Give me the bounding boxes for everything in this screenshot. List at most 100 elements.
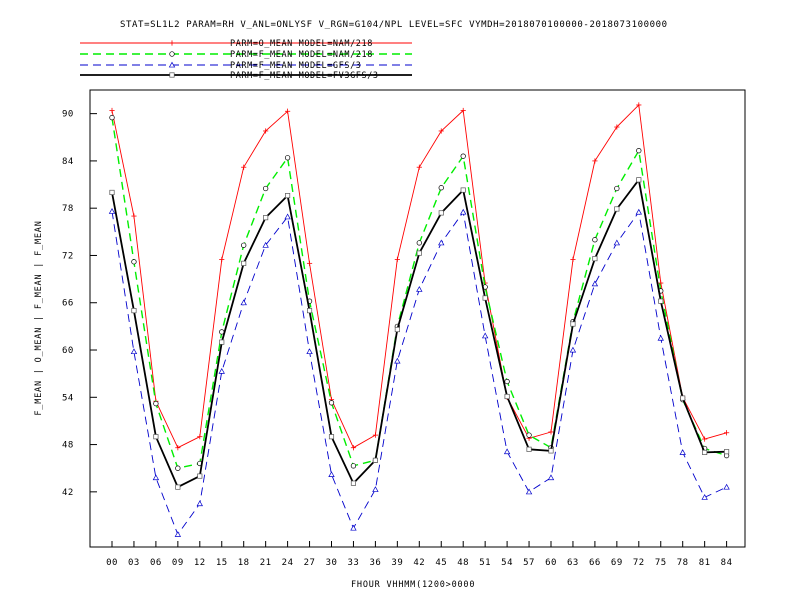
legend-marker	[169, 51, 175, 57]
x-tick-label: 12	[194, 558, 206, 568]
data-point-square	[263, 215, 269, 221]
x-tick-label: 42	[413, 558, 425, 568]
y-tick-label: 90	[62, 110, 74, 120]
data-point-triangle	[525, 488, 533, 495]
data-point-triangle	[130, 348, 138, 355]
x-tick-label: 00	[106, 558, 118, 568]
data-point-triangle	[328, 471, 335, 477]
data-point-square	[219, 339, 225, 345]
data-point-triangle	[350, 524, 357, 531]
data-point-plus	[175, 445, 181, 451]
data-point-square	[636, 177, 642, 183]
x-tick-label: 45	[435, 558, 447, 568]
data-point-square	[285, 193, 291, 199]
data-point-plus	[197, 434, 203, 440]
data-point-triangle	[196, 500, 203, 507]
data-point-triangle	[679, 449, 686, 455]
data-point-triangle	[306, 348, 313, 355]
y-tick-label: 54	[62, 393, 74, 403]
data-point-triangle	[152, 474, 160, 481]
legend-marker	[169, 72, 175, 78]
data-point-triangle	[701, 494, 708, 500]
x-tick-label: 75	[655, 558, 667, 568]
x-tick-label: 24	[282, 558, 294, 568]
data-point-square	[592, 256, 598, 262]
data-point-square	[175, 484, 181, 490]
data-point-plus	[636, 102, 642, 108]
data-point-plus	[658, 280, 664, 286]
data-point-square	[614, 206, 620, 212]
x-tick-label: 84	[721, 558, 733, 568]
data-point-circle	[109, 114, 115, 121]
data-point-triangle	[372, 486, 379, 492]
data-point-square	[570, 321, 576, 327]
data-point-plus	[169, 40, 175, 46]
x-tick-label: 27	[304, 558, 316, 568]
x-tick-label: 69	[611, 558, 623, 568]
data-point-triangle	[613, 239, 621, 246]
x-tick-label: 03	[128, 558, 140, 568]
data-point-circle	[350, 463, 357, 469]
data-point-circle	[263, 185, 269, 192]
x-tick-label: 51	[479, 558, 491, 568]
y-tick-label: 60	[62, 346, 74, 356]
data-point-triangle	[547, 474, 555, 481]
legend-entry: PARM=F_MEAN MODEL=GFS/3	[80, 61, 412, 71]
data-point-triangle	[569, 346, 577, 353]
series-layer	[108, 102, 730, 537]
data-point-triangle	[262, 241, 269, 248]
y-axis: 42 48 54 60 66 72 78 84 90	[62, 110, 97, 498]
data-point-square	[169, 72, 175, 78]
data-point-circle	[416, 240, 422, 246]
data-point-circle	[636, 148, 642, 154]
x-tick-label: 21	[260, 558, 272, 568]
data-point-circle	[526, 432, 532, 438]
data-point-triangle	[503, 448, 511, 455]
data-point-square	[658, 298, 664, 304]
x-axis: 00 03 06 09 12 15 18 21 24 27 30 33 36 39 42 45 48 51 54 57…	[106, 541, 732, 568]
data-point-square	[241, 260, 247, 266]
data-point-triangle	[460, 208, 467, 215]
data-point-plus	[109, 107, 115, 114]
data-point-triangle	[481, 332, 489, 339]
data-point-plus	[241, 164, 247, 170]
data-point-plus	[724, 430, 730, 436]
data-point-circle	[438, 185, 444, 191]
legend-entry: PARM=O_MEAN MODEL=NAM/218	[80, 39, 412, 49]
x-tick-label: 78	[677, 558, 689, 568]
legend-entry: PARM=F_MEAN MODEL=FV3GFS/3	[80, 71, 412, 81]
data-point-plus	[219, 256, 225, 263]
data-point-circle	[504, 378, 510, 385]
data-point-square	[109, 189, 115, 195]
series-line	[111, 104, 727, 449]
data-point-square	[131, 308, 137, 314]
data-point-plus	[592, 158, 598, 164]
legend-entry: PARM=F_MEAN MODEL=NAM/218	[80, 50, 412, 60]
data-point-triangle	[394, 357, 401, 364]
data-point-triangle	[108, 208, 116, 214]
data-point-plus	[394, 256, 400, 263]
x-tick-label: 81	[699, 558, 711, 568]
data-point-plus	[702, 436, 708, 442]
data-point-square	[526, 446, 532, 452]
x-tick-label: 36	[369, 558, 381, 568]
data-point-square	[702, 449, 708, 455]
data-point-plus	[350, 445, 357, 451]
data-point-circle	[241, 242, 247, 248]
x-tick-label: 66	[589, 558, 601, 568]
data-point-triangle	[284, 213, 291, 220]
data-point-square	[394, 326, 400, 333]
data-point-square	[328, 434, 335, 440]
data-point-triangle	[635, 208, 642, 215]
series-group	[109, 177, 730, 490]
data-point-circle	[592, 237, 598, 243]
legend-label: PARM=F_MEAN MODEL=NAM/218	[230, 50, 373, 60]
x-tick-label: 39	[391, 558, 403, 568]
legend: PARM=O_MEAN MODEL=NAM/218 PARM=F_MEAN MO…	[80, 39, 412, 81]
y-tick-label: 66	[62, 299, 74, 309]
data-point-circle	[614, 185, 620, 192]
x-tick-label: 57	[523, 558, 535, 568]
data-point-circle	[175, 465, 181, 471]
data-point-square	[504, 393, 510, 400]
